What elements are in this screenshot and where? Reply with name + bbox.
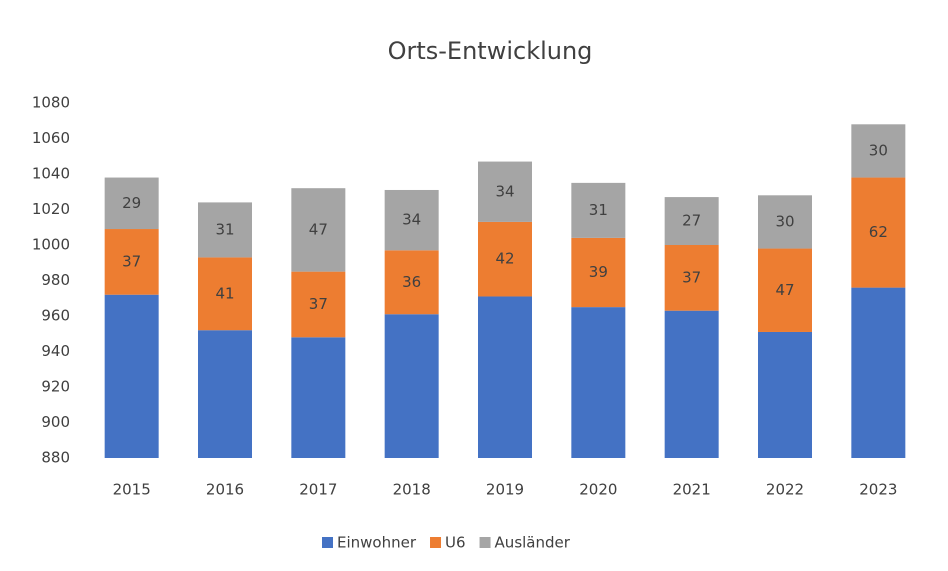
bar-segment — [385, 314, 439, 458]
data-label: 30 — [869, 141, 888, 159]
legend-swatch — [430, 537, 441, 548]
data-label: 39 — [589, 263, 608, 281]
page: {"chart_data": {"type": "stacked_bar", "… — [0, 0, 948, 571]
y-tick-label: 1020 — [32, 200, 70, 218]
data-label: 31 — [215, 220, 234, 238]
data-label: 47 — [775, 281, 794, 299]
data-label: 30 — [775, 212, 794, 230]
data-label: 41 — [215, 284, 234, 302]
bar-segment — [291, 337, 345, 458]
data-label: 37 — [122, 252, 141, 270]
y-tick-label: 1060 — [32, 129, 70, 147]
bar-segment — [851, 288, 905, 458]
data-label: 42 — [495, 250, 514, 268]
y-tick-label: 1000 — [32, 236, 70, 254]
x-tick-label: 2017 — [299, 481, 337, 499]
x-tick-label: 2015 — [113, 481, 151, 499]
y-tick-label: 1080 — [32, 94, 70, 112]
data-label: 34 — [402, 211, 421, 229]
y-tick-label: 900 — [41, 413, 70, 431]
data-label: 62 — [869, 223, 888, 241]
data-label: 29 — [122, 194, 141, 212]
y-tick-label: 1040 — [32, 165, 70, 183]
y-tick-label: 980 — [41, 271, 70, 289]
bar-segment — [758, 332, 812, 458]
legend-swatch — [480, 537, 491, 548]
chart-title: Orts-Entwicklung — [388, 37, 593, 65]
data-label: 31 — [589, 201, 608, 219]
bar-segment — [571, 307, 625, 458]
legend-label: U6 — [445, 534, 466, 552]
chart: Orts-Entwicklung 880 900 920 940 960 980 1000 1… — [0, 0, 948, 571]
bar-segment — [665, 311, 719, 458]
y-tick-label: 940 — [41, 342, 70, 360]
bar-segment — [478, 296, 532, 458]
legend-label: Ausländer — [495, 534, 571, 552]
x-tick-label: 2023 — [859, 481, 897, 499]
y-tick-label: 880 — [41, 449, 70, 467]
data-label: 37 — [309, 295, 328, 313]
data-label: 36 — [402, 273, 421, 291]
bar-segment — [198, 330, 252, 458]
data-label: 37 — [682, 268, 701, 286]
x-tick-label: 2021 — [673, 481, 711, 499]
x-tick-label: 2019 — [486, 481, 524, 499]
x-tick-label: 2022 — [766, 481, 804, 499]
bar-segment — [105, 295, 159, 458]
x-tick-label: 2020 — [579, 481, 617, 499]
y-tick-label: 960 — [41, 307, 70, 325]
data-label: 27 — [682, 212, 701, 230]
data-label: 47 — [309, 220, 328, 238]
legend-swatch — [322, 537, 333, 548]
x-tick-label: 2018 — [393, 481, 431, 499]
y-tick-label: 920 — [41, 378, 70, 396]
data-label: 34 — [495, 182, 514, 200]
legend-label: Einwohner — [337, 534, 417, 552]
x-tick-label: 2016 — [206, 481, 244, 499]
